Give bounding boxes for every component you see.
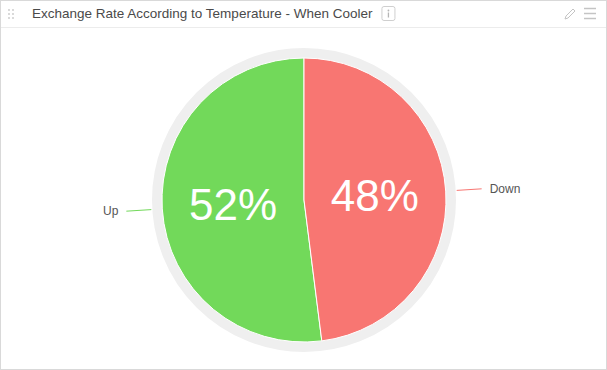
pie-slice[interactable]	[162, 58, 322, 342]
pie-slice[interactable]	[304, 58, 446, 341]
handle-dot	[8, 13, 10, 15]
menu-icon[interactable]	[584, 9, 596, 19]
chart: Exchange Rate According to Temperature -…	[0, 0, 607, 370]
data-label: 48%	[331, 171, 419, 220]
handle-dot	[12, 13, 14, 15]
pie-ring	[157, 53, 451, 347]
handle-dot	[12, 17, 14, 19]
menu-bar	[584, 18, 596, 20]
category-label: Down	[490, 182, 521, 196]
handle-dot	[8, 17, 10, 19]
category-label: Up	[103, 204, 119, 218]
info-stem	[388, 13, 389, 18]
header-separator	[1, 27, 606, 28]
menu-bar	[584, 8, 596, 10]
title: Exchange Rate According to Temperature -…	[32, 6, 373, 21]
data-label: 52%	[189, 180, 277, 229]
info-dot	[388, 10, 390, 12]
info-icon[interactable]	[382, 7, 395, 21]
handle-dot	[12, 9, 14, 11]
drag-handle[interactable]	[8, 9, 14, 19]
menu-bar	[584, 13, 596, 15]
card-frame	[1, 1, 607, 370]
pie: Up Down 52% 48%	[103, 53, 520, 347]
leader-line	[126, 210, 151, 212]
handle-dot	[8, 9, 10, 11]
pencil-shape	[565, 9, 575, 19]
edit-icon[interactable]	[565, 9, 575, 19]
leader-line	[457, 189, 482, 191]
info-box	[382, 7, 395, 21]
